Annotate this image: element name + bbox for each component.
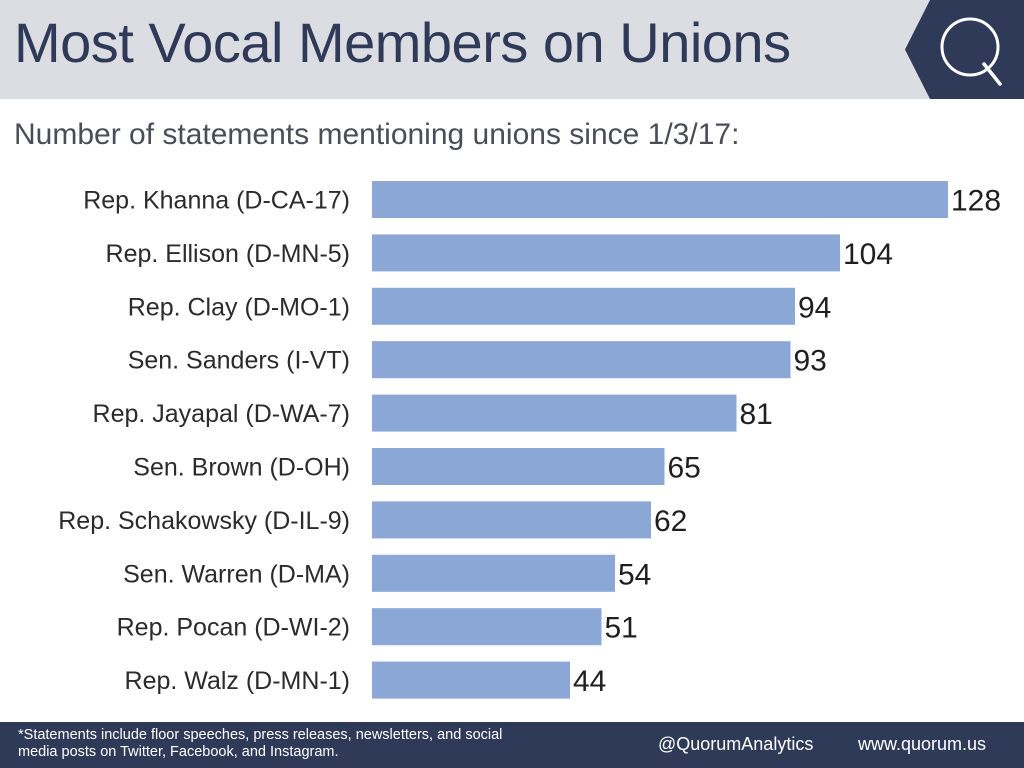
value-label: 128 (951, 185, 1001, 218)
bar (372, 234, 840, 272)
bar (372, 287, 795, 325)
category-label: Rep. Walz (D-MN-1) (125, 667, 350, 695)
twitter-handle[interactable]: @QuorumAnalytics (658, 734, 814, 754)
value-label: 94 (798, 291, 831, 324)
category-label: Rep. Ellison (D-MN-5) (106, 240, 350, 268)
category-label: Rep. Khanna (D-CA-17) (83, 187, 350, 215)
bar (372, 608, 602, 646)
bar (372, 341, 791, 379)
value-label: 54 (618, 558, 651, 591)
bar (372, 181, 948, 218)
logo-q-tail (982, 62, 1002, 86)
value-label: 51 (605, 612, 638, 645)
value-label: 104 (843, 238, 893, 271)
category-label: Rep. Clay (D-MO-1) (128, 293, 350, 321)
bar (372, 501, 651, 539)
value-label: 93 (794, 345, 827, 378)
bar (372, 661, 570, 699)
category-label: Sen. Warren (D-MA) (123, 560, 350, 588)
logo-q-icon (940, 17, 1000, 77)
footer: *Statements include floor speeches, pres… (0, 722, 1024, 768)
value-label: 65 (668, 452, 701, 485)
bar (372, 394, 737, 432)
quorum-logo (905, 0, 1024, 99)
category-label: Sen. Sanders (I-VT) (128, 347, 350, 375)
chart-subtitle: Number of statements mentioning unions s… (14, 118, 740, 151)
page-title: Most Vocal Members on Unions (14, 11, 791, 74)
category-label: Rep. Jayapal (D-WA-7) (93, 400, 350, 428)
value-label: 44 (573, 665, 606, 698)
footnote: *Statements include floor speeches, pres… (18, 727, 503, 760)
header-band: Most Vocal Members on Unions (0, 0, 1024, 99)
bar-chart: Rep. Khanna (D-CA-17) 128 Rep. Ellison (D-… (58, 181, 1001, 699)
bar (372, 448, 665, 485)
category-label: Rep. Schakowsky (D-IL-9) (58, 507, 350, 535)
category-label: Rep. Pocan (D-WI-2) (117, 614, 350, 642)
value-label: 62 (654, 505, 687, 538)
category-label: Sen. Brown (D-OH) (133, 454, 350, 482)
value-label: 81 (740, 398, 773, 431)
bar (372, 554, 615, 592)
website-link[interactable]: www.quorum.us (858, 734, 987, 754)
